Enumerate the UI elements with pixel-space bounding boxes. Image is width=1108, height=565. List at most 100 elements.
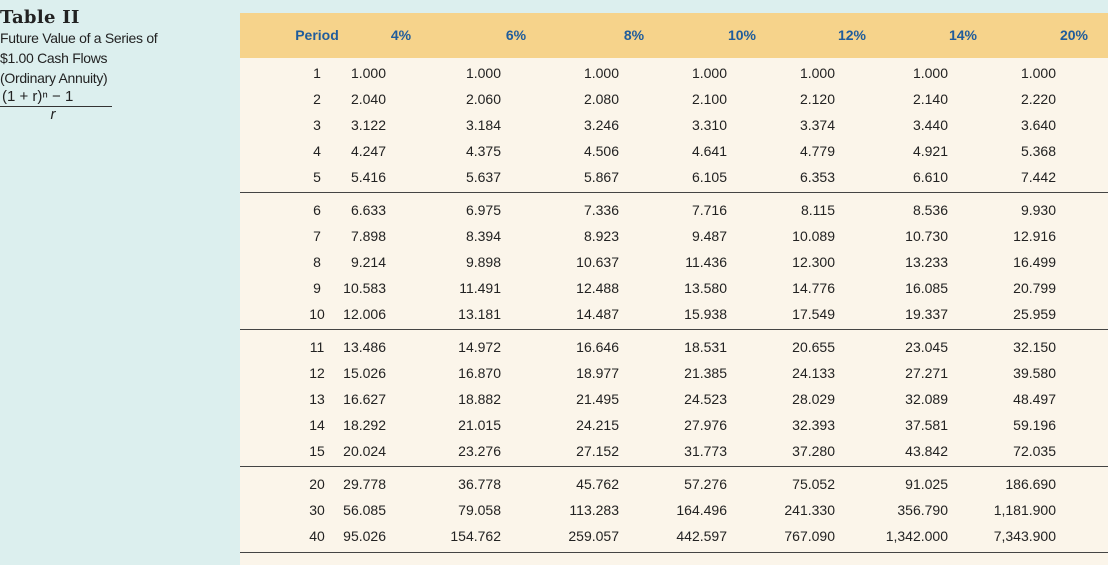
value-cell: 45.762 — [576, 476, 619, 492]
value-cell: 16.499 — [1013, 254, 1056, 271]
value-cell: 2.220 — [1020, 91, 1056, 108]
value-cell: 20.655 — [792, 339, 835, 355]
value-cell: 13.580 — [684, 280, 727, 297]
header-period: Period — [295, 27, 339, 43]
value-cell: 39.580 — [1013, 365, 1056, 382]
value-cell: 356.790 — [897, 502, 948, 519]
value-cell: 24.133 — [792, 365, 835, 382]
value-cell: 75.052 — [792, 476, 835, 492]
value-cell: 6.353 — [799, 169, 835, 186]
value-cell: 3.640 — [1020, 117, 1056, 134]
value-cell: 3.310 — [691, 117, 727, 134]
value-cell: 10.089 — [792, 228, 835, 245]
formula-denominator: r — [50, 106, 56, 123]
period-cell: 4 — [313, 143, 321, 160]
value-cell: 3.246 — [583, 117, 619, 134]
table-subtitle-line-2: $1.00 Cash Flows — [0, 50, 108, 66]
period-cell: 3 — [313, 117, 321, 134]
value-cell: 2.080 — [583, 91, 619, 108]
formula-fraction-bar — [0, 106, 112, 107]
header-14pct: 14% — [948, 27, 978, 43]
value-cell: 7,343.900 — [993, 528, 1056, 545]
value-cell: 14.972 — [458, 339, 501, 355]
value-cell: 8.536 — [912, 202, 948, 218]
value-cell: 10.583 — [343, 280, 386, 297]
value-cell: 19.337 — [905, 306, 948, 323]
period-cell: 6 — [313, 202, 321, 218]
period-cell: 14 — [309, 417, 325, 434]
value-cell: 3.374 — [799, 117, 835, 134]
value-cell: 2.140 — [912, 91, 948, 108]
value-cell: 164.496 — [676, 502, 727, 519]
value-cell: 6.105 — [691, 169, 727, 186]
period-cell: 8 — [313, 254, 321, 271]
value-cell: 1.000 — [350, 65, 386, 81]
value-cell: 7.716 — [691, 202, 727, 218]
value-cell: 16.646 — [576, 339, 619, 355]
value-cell: 5.416 — [350, 169, 386, 186]
value-cell: 57.276 — [684, 476, 727, 492]
period-cell: 1 — [313, 65, 321, 81]
value-cell: 14.776 — [792, 280, 835, 297]
value-cell: 28.029 — [792, 391, 835, 408]
value-cell: 8.115 — [801, 202, 835, 218]
value-cell: 4.641 — [691, 143, 727, 160]
group-divider — [240, 191, 1108, 193]
value-cell: 18.977 — [576, 365, 619, 382]
value-cell: 1.000 — [465, 65, 501, 81]
group-divider — [240, 328, 1108, 330]
value-cell: 241.330 — [784, 502, 835, 519]
value-cell: 7.336 — [583, 202, 619, 218]
value-cell: 11.436 — [685, 254, 727, 271]
value-cell: 16.627 — [343, 391, 386, 408]
period-cell: 2 — [313, 91, 321, 108]
value-cell: 21.385 — [684, 365, 727, 382]
value-cell: 1.000 — [691, 65, 727, 81]
header-10pct: 10% — [727, 27, 757, 43]
value-cell: 11.491 — [459, 280, 501, 297]
value-cell: 32.150 — [1013, 339, 1056, 355]
value-cell: 32.089 — [905, 391, 948, 408]
value-cell: 37.581 — [905, 417, 948, 434]
value-cell: 6.610 — [912, 169, 948, 186]
value-cell: 15.938 — [684, 306, 727, 323]
period-cell: 30 — [309, 502, 325, 519]
period-cell: 13 — [309, 391, 325, 408]
value-cell: 21.015 — [458, 417, 501, 434]
value-cell: 18.292 — [343, 417, 386, 434]
value-cell: 25.959 — [1013, 306, 1056, 323]
future-value-annuity-table: Period 4% 6% 8% 10% 12% 14% 20% 1 1.000 1.000 1.00… — [240, 13, 1108, 565]
value-cell: 186.690 — [1005, 476, 1056, 492]
value-cell: 32.393 — [792, 417, 835, 434]
value-cell: 5.867 — [583, 169, 619, 186]
value-cell: 12.916 — [1013, 228, 1056, 245]
value-cell: 4.779 — [799, 143, 835, 160]
value-cell: 10.730 — [905, 228, 948, 245]
annuity-formula: (1 + r)ⁿ − 1 r — [0, 88, 112, 123]
table-caption: Table II Future Value of a Series of $1.… — [0, 8, 200, 123]
value-cell: 18.882 — [458, 391, 501, 408]
value-cell: 5.368 — [1020, 143, 1056, 160]
value-cell: 113.283 — [569, 502, 619, 519]
value-cell: 10.637 — [576, 254, 619, 271]
value-cell: 43.842 — [905, 443, 948, 460]
value-cell: 36.778 — [458, 476, 501, 492]
period-cell: 5 — [313, 169, 321, 186]
header-12pct: 12% — [837, 27, 867, 43]
value-cell: 3.184 — [465, 117, 501, 134]
formula-numerator: (1 + r)ⁿ − 1 — [2, 88, 74, 105]
value-cell: 2.060 — [465, 91, 501, 108]
value-cell: 6.633 — [350, 202, 386, 218]
header-8pct: 8% — [623, 27, 645, 43]
value-cell: 1,342.000 — [885, 528, 948, 545]
table-title: Table II — [0, 7, 80, 28]
value-cell: 20.799 — [1013, 280, 1056, 297]
value-cell: 12.006 — [343, 306, 386, 323]
table-bottom-rule — [240, 552, 1108, 554]
value-cell: 12.300 — [792, 254, 835, 271]
value-cell: 91.025 — [905, 476, 948, 492]
value-cell: 9.930 — [1020, 202, 1056, 218]
header-4pct: 4% — [390, 27, 412, 43]
value-cell: 95.026 — [343, 528, 386, 545]
value-cell: 3.440 — [912, 117, 948, 134]
